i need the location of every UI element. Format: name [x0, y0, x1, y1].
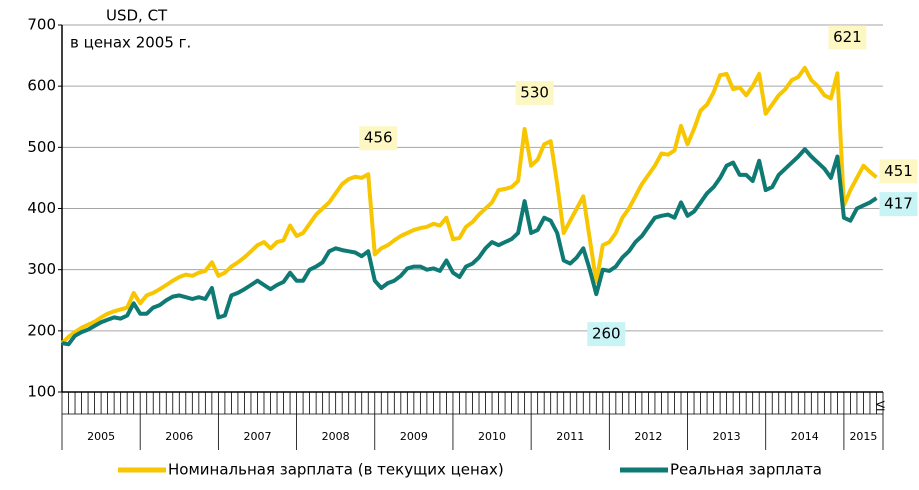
data-label: 621	[833, 28, 862, 46]
year-label: 2006	[165, 430, 193, 443]
y-tick-label: 700	[27, 16, 56, 34]
axis-title: в ценах 2005 г.	[70, 34, 191, 52]
data-label: 451	[884, 162, 913, 180]
data-label: 260	[592, 325, 621, 343]
legend-label: Реальная зарплата	[670, 461, 822, 479]
data-label: 417	[884, 195, 913, 213]
year-label: 2005	[87, 430, 115, 443]
y-tick-label: 600	[27, 77, 56, 95]
label-bg	[828, 25, 867, 50]
legend-label: Номинальная зарплата (в текущих ценах)	[168, 461, 504, 479]
y-tick-label: 100	[27, 383, 56, 401]
y-tick-label: 300	[27, 260, 56, 278]
y-tick-label: 500	[27, 138, 56, 156]
year-label: 2015	[849, 430, 877, 443]
year-label: 2011	[556, 430, 584, 443]
label-bg	[359, 126, 398, 151]
label-bg	[879, 192, 918, 217]
label-bg	[515, 80, 554, 105]
year-label: 2013	[713, 430, 741, 443]
axis-title: USD, СТ	[106, 7, 168, 25]
year-label: 2009	[400, 430, 428, 443]
line	[61, 147, 878, 347]
data-label: 456	[364, 129, 393, 147]
x-tick-label: VI	[874, 401, 887, 412]
year-label: 2010	[478, 430, 506, 443]
y-tick-label: 200	[27, 321, 56, 339]
year-label: 2014	[791, 430, 819, 443]
line	[60, 65, 878, 345]
year-label: 2007	[243, 430, 271, 443]
year-label: 2008	[322, 430, 350, 443]
y-tick-label: 400	[27, 199, 56, 217]
data-label: 530	[520, 83, 549, 101]
label-bg	[879, 159, 918, 184]
year-label: 2012	[634, 430, 662, 443]
label-bg	[587, 322, 626, 347]
